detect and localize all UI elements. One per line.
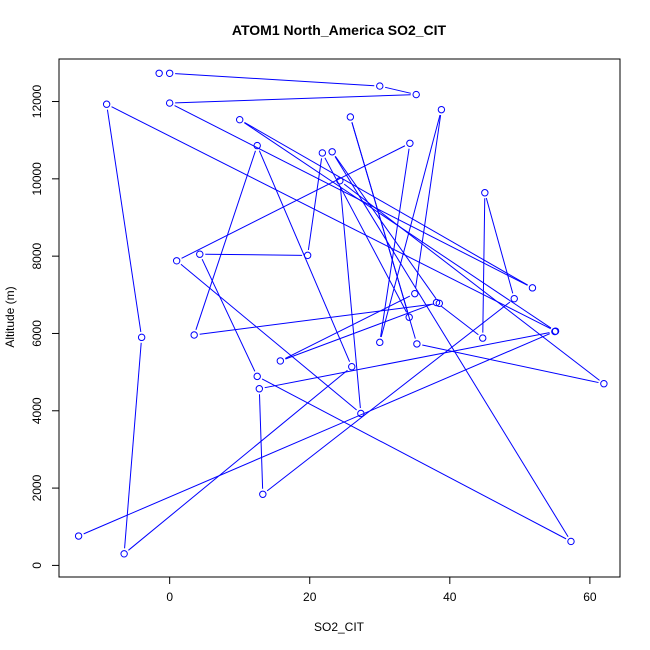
y-tick-label: 0 [30,562,44,569]
data-series [74,69,608,558]
series-segment [307,158,323,251]
series-segment [266,301,511,492]
data-point [190,331,198,339]
y-tick-label: 12000 [30,85,44,119]
series-segment [482,198,486,333]
series-segment [385,86,411,94]
y-tick-label: 8000 [30,242,44,269]
plot-frame [58,58,621,578]
series-segment [285,295,411,359]
data-point [551,327,559,336]
x-tick-label: 20 [303,590,317,604]
data-point [405,313,413,321]
data-point [600,380,608,388]
series-segment [485,197,514,294]
data-point [481,189,489,197]
y-axis-label: Altitude (m) [3,286,17,347]
series-segment [195,150,256,330]
data-point [253,372,261,381]
x-tick-label: 60 [583,590,597,604]
series-segment [181,145,406,259]
series-segment [201,258,256,372]
series-segment [339,186,361,409]
series-segment [111,106,551,330]
data-point [318,149,327,157]
series-segment [83,333,551,535]
data-point [412,90,420,99]
series-segment [334,155,437,300]
x-tick-label: 40 [443,590,457,604]
series-segment [199,303,434,335]
series-segment [351,122,416,339]
series-segment [334,156,569,538]
series-segment [244,121,528,286]
data-point [235,115,244,124]
data-point [336,177,344,185]
data-point [102,100,111,108]
series-segment [264,332,550,389]
series-segment [440,305,479,336]
series-segment [258,394,264,489]
data-point [172,257,181,265]
chart-title: ATOM1 North_America SO2_CIT [232,22,447,38]
data-point [411,289,419,298]
series-segment [261,378,567,540]
data-point [376,338,384,347]
data-point [328,148,336,156]
series-segment [205,253,303,256]
data-point [303,251,312,260]
data-point [155,69,163,78]
series-segment [343,183,600,381]
data-point [435,299,444,308]
data-point [479,334,487,342]
axes: 0 20 40 60 0 2000 4000 6000 8000 10000 12000 [30,58,621,604]
data-point [137,333,146,342]
data-point [120,550,128,558]
data-point [432,298,441,307]
data-point [165,69,174,78]
data-point [253,141,261,150]
data-point [165,99,174,107]
series-segment [380,148,410,337]
series-segment [106,109,142,332]
data-point [510,294,518,303]
series-segment [285,303,432,360]
data-point [346,113,355,121]
series-segment [415,115,442,289]
x-tick-label: 0 [166,590,173,604]
series-segment [124,342,142,549]
series-segment [174,105,528,286]
data-point [348,363,356,371]
series-segment [175,73,375,87]
x-axis-label: SO2_CIT [314,620,365,634]
data-point [255,385,264,393]
y-tick-label: 4000 [30,397,44,424]
series-segment [380,114,441,338]
data-point [567,537,575,546]
y-tick-label: 2000 [30,474,44,501]
data-point [437,105,446,114]
y-tick-label: 10000 [30,162,44,196]
series-segment [180,263,357,411]
data-point [196,250,204,258]
data-point [74,532,83,540]
data-point [528,284,537,292]
series-segment [128,369,348,551]
data-point [259,490,267,498]
series-segment [175,94,411,104]
data-point [376,82,384,90]
y-tick-label: 6000 [30,320,44,347]
data-point [276,357,285,365]
data-point [406,139,414,147]
data-point [413,340,421,348]
data-point [357,409,365,418]
